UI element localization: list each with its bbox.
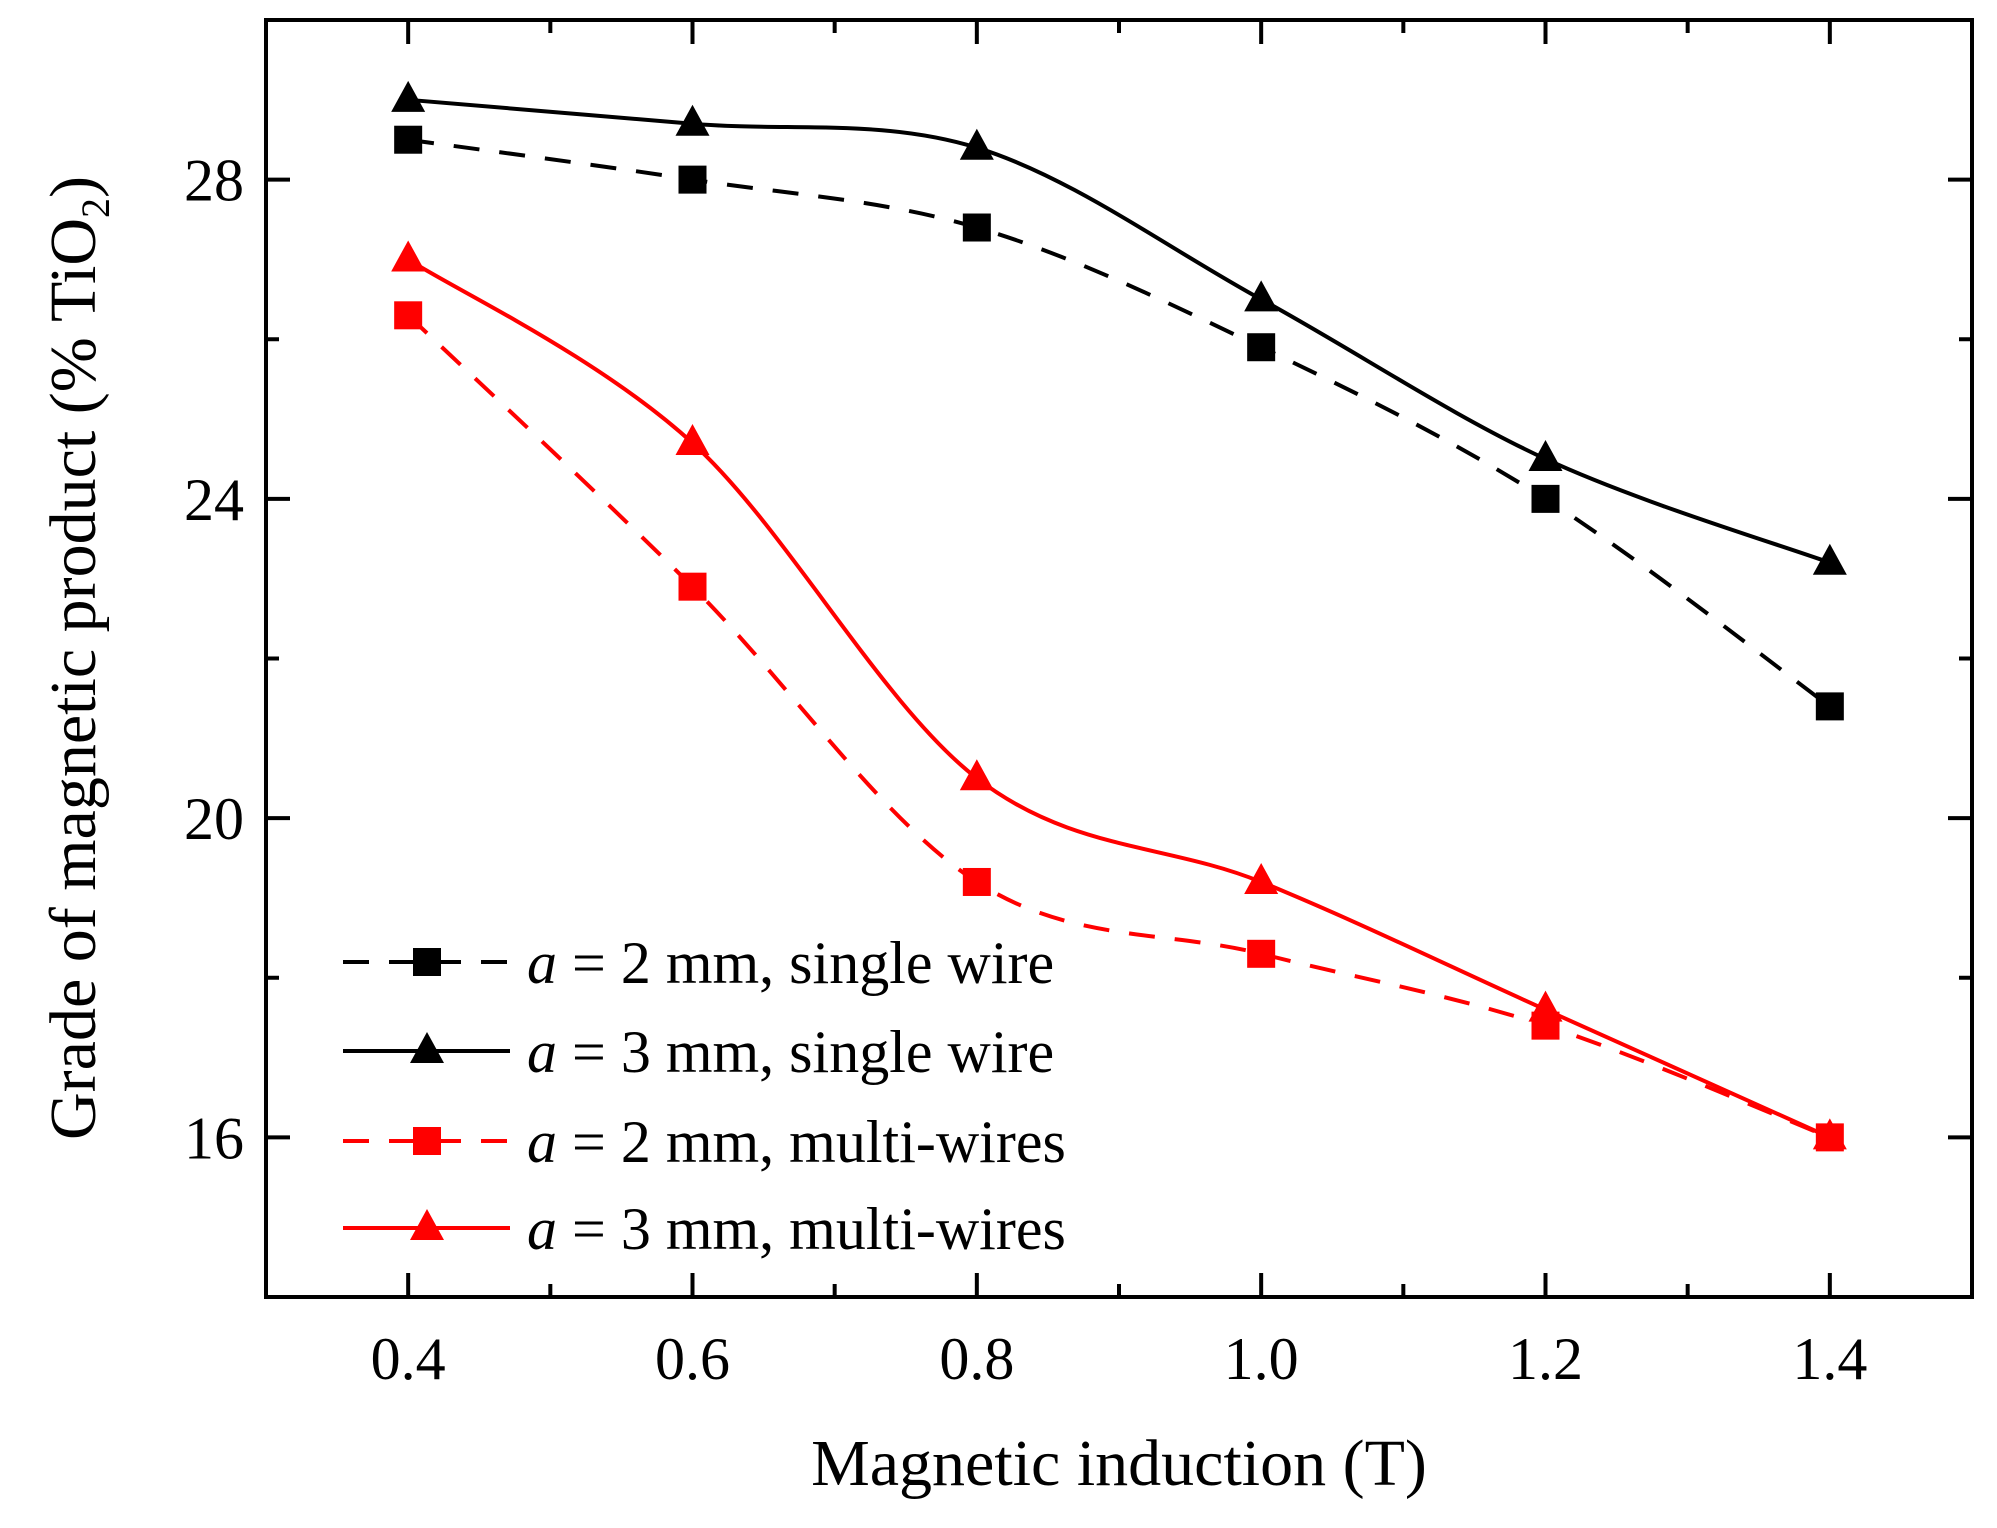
data-point-series-1 <box>1247 333 1275 361</box>
y-axis-title-subscript: 2 <box>73 198 118 218</box>
x-tick-label: 1.2 <box>1508 1326 1583 1392</box>
legend-label-text: = 3 mm, single wire <box>557 1019 1054 1085</box>
chart: 0.4 0.6 0.8 1.0 1.2 1.4 16 20 24 28 a = 2 mm, sin… <box>0 0 1997 1528</box>
y-tick-label: 28 <box>184 148 244 214</box>
legend-label-italic: a <box>527 1019 557 1085</box>
data-point-series-1 <box>1816 692 1844 720</box>
y-axis-title-main: Grade of magnetic product (% TiO <box>37 218 110 1140</box>
data-point-series-3 <box>963 868 991 896</box>
y-tick-label: 20 <box>184 786 244 852</box>
legend-label-italic: a <box>527 930 557 996</box>
legend-marker-1 <box>413 948 441 976</box>
x-tick-label: 0.4 <box>371 1326 446 1392</box>
y-axis-title-end: ) <box>37 176 110 198</box>
x-axis-title: Magnetic induction (T) <box>811 1427 1427 1500</box>
legend-label-2: a = 3 mm, single wire <box>527 1019 1054 1085</box>
legend-label-text: = 3 mm, multi-wires <box>557 1196 1066 1262</box>
legend-label-3: a = 2 mm, multi-wires <box>527 1109 1066 1175</box>
plot-area <box>266 20 1972 1297</box>
x-tick-label: 0.6 <box>655 1326 730 1392</box>
data-point-series-1 <box>963 214 991 242</box>
x-tick-label: 1.4 <box>1792 1326 1867 1392</box>
legend-label-text: = 2 mm, single wire <box>557 930 1054 996</box>
data-point-series-3 <box>394 301 422 329</box>
data-point-series-1 <box>394 126 422 154</box>
data-point-series-3 <box>679 573 707 601</box>
legend-label-4: a = 3 mm, multi-wires <box>527 1196 1066 1262</box>
legend-label-italic: a <box>527 1109 557 1175</box>
x-tick-label: 1.0 <box>1224 1326 1299 1392</box>
data-point-series-3 <box>1247 940 1275 968</box>
legend-marker-3 <box>413 1127 441 1155</box>
y-axis-title: Grade of magnetic product (% TiO2) <box>37 176 118 1140</box>
y-tick-label: 24 <box>184 467 244 533</box>
data-point-series-1 <box>1532 485 1560 513</box>
legend-label-italic: a <box>527 1196 557 1262</box>
y-tick-label: 16 <box>184 1105 244 1171</box>
data-point-series-1 <box>679 166 707 194</box>
legend-label-1: a = 2 mm, single wire <box>527 930 1054 996</box>
x-tick-label: 0.8 <box>939 1326 1014 1392</box>
legend-label-text: = 2 mm, multi-wires <box>557 1109 1066 1175</box>
